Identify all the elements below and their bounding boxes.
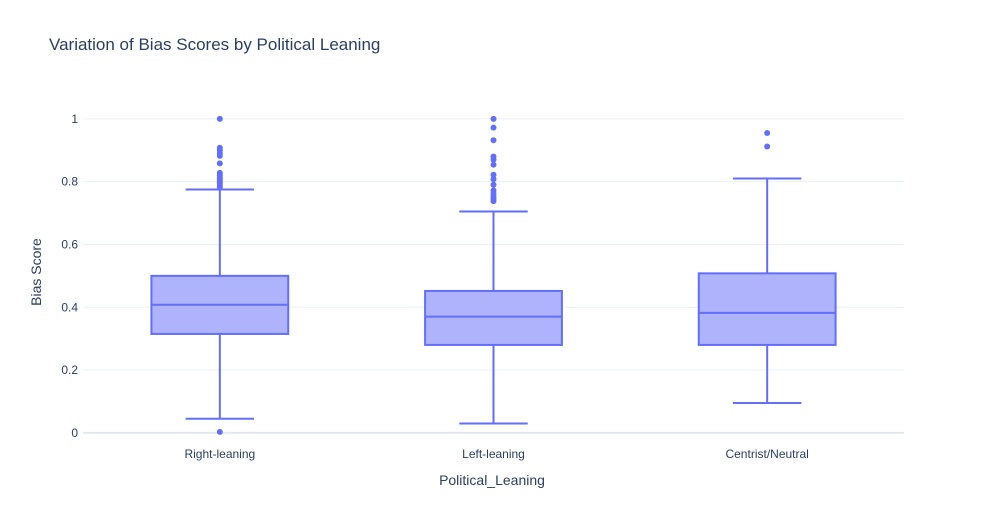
boxes-layer [150, 115, 837, 435]
outlier-point [490, 198, 497, 205]
box-right-leaning [150, 115, 290, 435]
outlier-point [490, 156, 497, 163]
y-axis-title: Bias Score [28, 238, 44, 306]
outlier-point [764, 129, 771, 136]
y-tick-label: 1 [71, 112, 78, 126]
outlier-point [490, 137, 497, 144]
box-left-leaning [424, 115, 563, 425]
outlier-point [764, 143, 771, 150]
y-tick-label: 0.4 [61, 300, 78, 314]
outlier-point [490, 115, 497, 122]
outlier-point [490, 176, 497, 183]
x-tick-label: Left-leaning [462, 447, 525, 461]
outlier-point [216, 184, 223, 191]
x-tick-labels: Right-leaning Left-leaning Centrist/Neutra… [184, 447, 808, 461]
chart-title: Variation of Bias Scores by Political Le… [49, 35, 380, 54]
x-tick-label: Right-leaning [184, 447, 255, 461]
y-tick-label: 0.6 [61, 237, 78, 251]
outlier-point [216, 115, 223, 122]
y-tick-label: 0 [71, 426, 78, 440]
iqr-box [697, 272, 837, 346]
outlier-point [490, 124, 497, 131]
x-tick-label: Centrist/Neutral [725, 447, 808, 461]
x-axis-title: Political_Leaning [439, 472, 545, 488]
outlier-point [216, 152, 223, 159]
outlier-point [490, 161, 497, 168]
outlier-point [490, 181, 497, 188]
outlier-point [490, 171, 497, 178]
y-tick-labels: 0 0.2 0.4 0.6 0.8 1 [61, 112, 78, 440]
y-tick-label: 0.2 [61, 363, 78, 377]
outlier-point [216, 428, 223, 435]
y-tick-label: 0.8 [61, 175, 78, 189]
box-centrist-neutral [697, 129, 837, 405]
outlier-point [216, 160, 223, 167]
iqr-box [424, 289, 563, 346]
